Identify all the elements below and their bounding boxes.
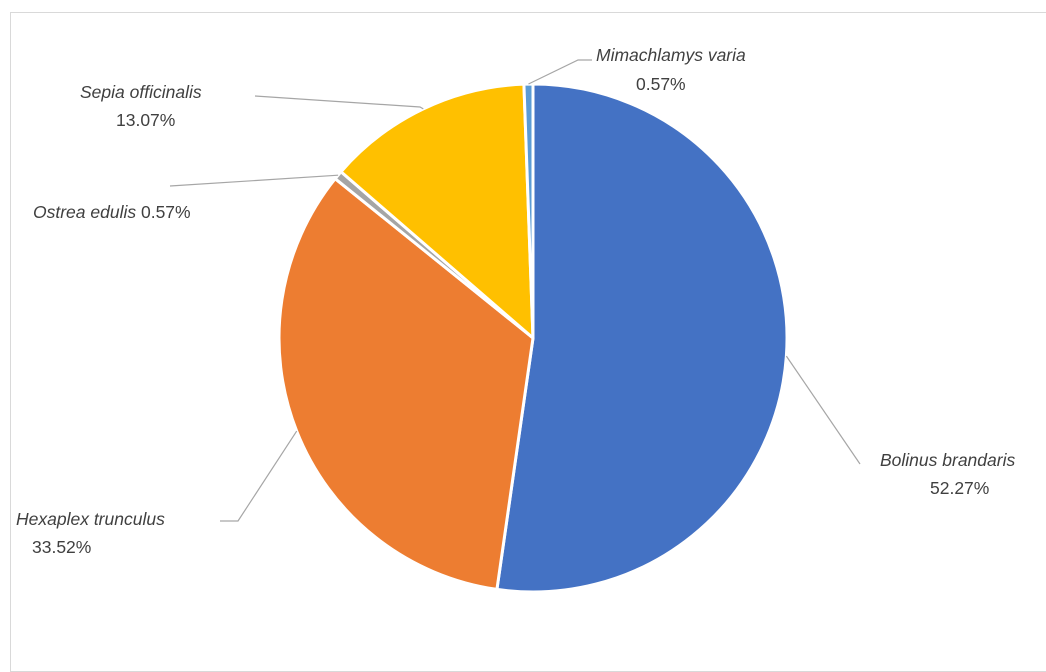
- leader-lines: [169, 59, 861, 522]
- slice-label-bolinus-brandaris: Bolinus brandaris: [880, 450, 1015, 470]
- leader-line-hexaplex-trunculus: [220, 430, 298, 522]
- slice-label-ostrea-edulis: Ostrea edulis: [33, 202, 136, 222]
- slice-value-mimachlamys-varia: 0.57%: [636, 74, 686, 94]
- leader-line-bolinus-brandaris: [785, 355, 861, 465]
- pie-slice-sepia-officinalis: [339, 82, 535, 340]
- pie-slices: [277, 82, 789, 594]
- slice-label-hexaplex-trunculus: Hexaplex trunculus: [16, 509, 165, 529]
- leader-line-mimachlamys-varia: [528, 59, 592, 85]
- slice-value-sepia-officinalis: 13.07%: [116, 110, 175, 130]
- leader-line-sepia-officinalis: [254, 95, 424, 110]
- pie-slice-mimachlamys-varia: [522, 82, 535, 340]
- slice-label-mimachlamys-varia: Mimachlamys varia: [596, 45, 746, 65]
- slice-label-sepia-officinalis: Sepia officinalis: [80, 82, 202, 102]
- slice-label-ostrea-edulis-line: Ostrea edulis 0.57%: [33, 202, 191, 222]
- pie-slice-hexaplex-trunculus: [277, 177, 535, 591]
- pie-chart: Bolinus brandaris 52.27% Hexaplex truncu…: [16, 45, 1015, 594]
- slice-value-bolinus-brandaris: 52.27%: [930, 478, 989, 498]
- pie-slice-bolinus-brandaris: [495, 82, 789, 594]
- leader-line-ostrea-edulis: [169, 174, 339, 187]
- slice-value-hexaplex-trunculus: 33.52%: [32, 537, 91, 557]
- slice-value-ostrea-edulis: 0.57%: [141, 202, 191, 222]
